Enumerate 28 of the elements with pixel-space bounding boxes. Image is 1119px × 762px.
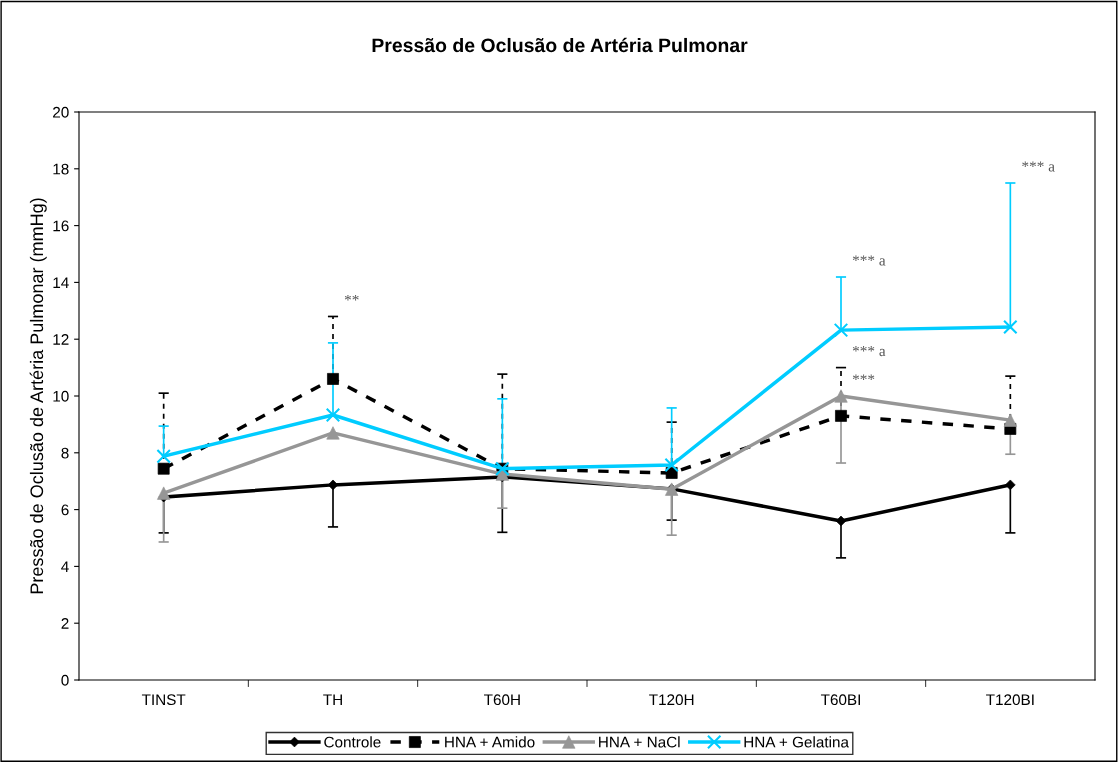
y-tick-label: 0 — [61, 674, 69, 686]
annotation: *** — [852, 374, 875, 381]
x-tick-label: T60BI — [820, 694, 860, 706]
annotation: *** a — [852, 346, 886, 357]
legend-label: Controle — [324, 736, 381, 748]
y-tick-label: 2 — [61, 618, 69, 629]
x-tick-label: TINST — [141, 694, 186, 706]
x-tick-label: T120BI — [986, 694, 1034, 706]
y-tick-label: 4 — [61, 561, 69, 572]
y-tick-label: 16 — [53, 220, 69, 232]
y-tick-label: 18 — [53, 163, 69, 175]
y-tick-label: 12 — [53, 334, 69, 345]
y-tick-label: 14 — [53, 277, 69, 288]
legend-label: HNA + Gelatina — [744, 736, 849, 748]
x-tick-label: TH — [323, 694, 342, 705]
x-tick-label: T60H — [484, 694, 520, 706]
chart-title: Pressão de Oclusão de Artéria Pulmonar — [372, 37, 748, 53]
annotation: *** a — [1022, 161, 1055, 172]
y-tick-label: 10 — [53, 390, 69, 402]
x-tick-label: T120H — [649, 694, 694, 706]
y-tick-label: 20 — [53, 106, 69, 118]
annotation: *** a — [852, 255, 886, 266]
legend-label: HNA + Amido — [445, 736, 535, 748]
y-tick-label: 6 — [61, 504, 69, 516]
y-tick-label: 8 — [61, 447, 69, 459]
legend-label: HNA + NaCl — [599, 736, 680, 748]
y-axis-title: Pressão de Oclusão de Artéria Pulmonar (mmHg) — [29, 198, 47, 594]
annotation: ** — [344, 294, 359, 301]
